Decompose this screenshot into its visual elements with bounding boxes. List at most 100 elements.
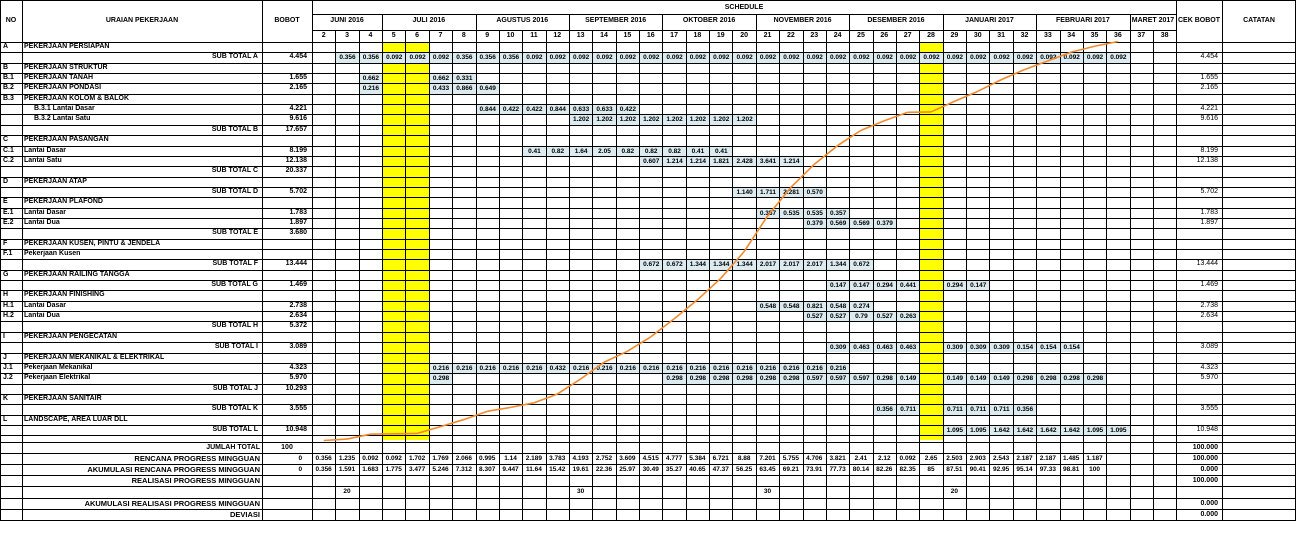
rencana-value: 1.187 xyxy=(1086,454,1103,462)
s-curve-segment xyxy=(346,433,371,440)
schedule-cell: 0.154 xyxy=(1060,343,1083,353)
row-no: E xyxy=(3,198,8,206)
row-bobot: 1.783 xyxy=(289,208,307,216)
row-no: E.1 xyxy=(3,208,14,216)
schedule-cell: 0.149 xyxy=(897,374,920,384)
rencana-value: 6.721 xyxy=(712,454,729,462)
week-number: 19 xyxy=(716,32,725,39)
rencana-value: 5.755 xyxy=(782,454,799,462)
row-label: Lantai Dasar xyxy=(24,208,67,216)
akumulasi-rencana-value: 15.42 xyxy=(549,465,566,473)
rencana-value: 2.543 xyxy=(992,454,1010,462)
schedule-cell: 0.092 xyxy=(429,53,453,63)
grid-vline xyxy=(568,30,570,520)
row-label: Lantai Dua xyxy=(24,312,60,320)
schedule-cell: 0.662 xyxy=(359,74,383,84)
realisasi-mark: 20 xyxy=(950,488,959,496)
week-number: 29 xyxy=(950,32,959,39)
grid-vline xyxy=(779,30,781,520)
row-label: PEKERJAAN RAILING TANGGA xyxy=(24,270,130,278)
row-bobot: 3.555 xyxy=(289,405,307,413)
rencana-value: 1.14 xyxy=(504,454,517,462)
schedule-cell: 0.309 xyxy=(990,343,1013,353)
grid-hline xyxy=(0,475,1296,477)
realisasi-mark: 30 xyxy=(577,488,585,496)
akumulasi-rencana-cek: 0.000 xyxy=(1200,465,1218,473)
akumulasi-rencana-value: 5.246 xyxy=(432,465,449,473)
rencana-value: 5.384 xyxy=(689,454,706,462)
schedule-cell: 0.597 xyxy=(850,374,873,384)
month-separator xyxy=(568,14,570,30)
month-separator xyxy=(755,14,757,30)
schedule-cell: 1.202 xyxy=(663,115,686,125)
schedule-cell: 2.05 xyxy=(593,146,616,156)
schedule-cell: 0.356 xyxy=(359,53,383,63)
schedule-cell: 0.633 xyxy=(569,105,593,115)
schedule-cell: 0.463 xyxy=(897,343,920,353)
rencana-value: 3.609 xyxy=(619,454,636,462)
grid-hline xyxy=(0,352,1296,354)
row-label: PEKERJAAN PLAFOND xyxy=(24,198,103,206)
row-bobot: 5.970 xyxy=(289,374,307,382)
schedule-cell: 0.309 xyxy=(967,343,990,353)
schedule-cell: 1.202 xyxy=(640,115,663,125)
row-no: B.3 xyxy=(3,94,14,102)
schedule-cell: 0.092 xyxy=(756,53,780,63)
schedule-cell: 0.298 xyxy=(873,374,896,384)
row-bobot: 13.444 xyxy=(285,260,307,268)
grid-vline xyxy=(872,30,874,520)
row-no: J.1 xyxy=(3,363,13,371)
row-cek-bobot: 3.555 xyxy=(1200,405,1218,413)
week-number: 33 xyxy=(1043,32,1052,39)
schedule-cell: 0.092 xyxy=(990,53,1013,63)
row-bobot: 1.469 xyxy=(289,281,307,289)
row-label: PEKERJAAN FINISHING xyxy=(24,291,105,299)
month-label: OKTOBER 2016 xyxy=(682,17,736,24)
grid-vline xyxy=(545,30,547,520)
akumulasi-realisasi-label: AKUMULASI REALISASI PROGRESS MINGGUAN xyxy=(84,498,260,508)
rencana-value: 1.485 xyxy=(1063,454,1080,462)
schedule-cell: 0.147 xyxy=(850,281,873,291)
rencana-value: 2.65 xyxy=(924,454,938,462)
realisasi-cek: 100.000 xyxy=(1192,477,1218,485)
grid-hline xyxy=(0,290,1296,292)
schedule-cell: 0.331 xyxy=(453,74,476,84)
akumulasi-rencana-value: 1.683 xyxy=(362,465,379,473)
schedule-cell: 0.527 xyxy=(873,312,896,322)
grid-vline xyxy=(1036,30,1038,520)
week-number: 5 xyxy=(391,32,396,39)
row-bobot: 5.702 xyxy=(289,187,307,195)
grid-hline xyxy=(0,83,1296,85)
row-bobot: 4.221 xyxy=(289,105,307,113)
row-no: C.1 xyxy=(3,146,14,154)
schedule-cell: 1.095 xyxy=(1083,425,1107,436)
row-no: C xyxy=(3,136,9,144)
s-curve-segment xyxy=(1094,40,1119,48)
month-separator xyxy=(942,14,944,30)
schedule-cell: 2.017 xyxy=(803,260,826,270)
schedule-cell: 0.569 xyxy=(850,218,873,229)
schedule-cell: 0.216 xyxy=(686,363,710,374)
schedule-cell: 0.422 xyxy=(499,105,523,115)
row-no: J.2 xyxy=(3,374,13,382)
akumulasi-rencana-value: 77.73 xyxy=(829,465,846,473)
row-label: PEKERJAAN PASANGAN xyxy=(24,136,109,144)
akumulasi-rencana-value: 1.775 xyxy=(385,465,402,473)
row-bobot: 10.948 xyxy=(285,425,307,433)
schedule-cell: 0.298 xyxy=(429,374,453,384)
row-label: PEKERJAAN MEKANIKAL & ELEKTRIKAL xyxy=(24,353,165,361)
row-cek-bobot: 1.783 xyxy=(1200,208,1218,216)
month-separator xyxy=(1036,14,1038,30)
row-cek-bobot: 4.454 xyxy=(1200,53,1218,61)
schedule-cell: 0.548 xyxy=(826,301,850,312)
grid-vline xyxy=(966,30,968,520)
akumulasi-rencana-value: 98.81 xyxy=(1063,465,1080,473)
schedule-cell: 0.216 xyxy=(826,363,850,374)
row-cek-bobot: 8.199 xyxy=(1200,146,1218,154)
schedule-cell: 0.092 xyxy=(710,53,733,63)
schedule-cell: 0.092 xyxy=(686,53,710,63)
rencana-value: 3.783 xyxy=(549,454,566,462)
schedule-cell: 1.344 xyxy=(686,260,710,270)
grid-vline xyxy=(1152,30,1154,520)
schedule-cell: 0.548 xyxy=(780,301,803,312)
